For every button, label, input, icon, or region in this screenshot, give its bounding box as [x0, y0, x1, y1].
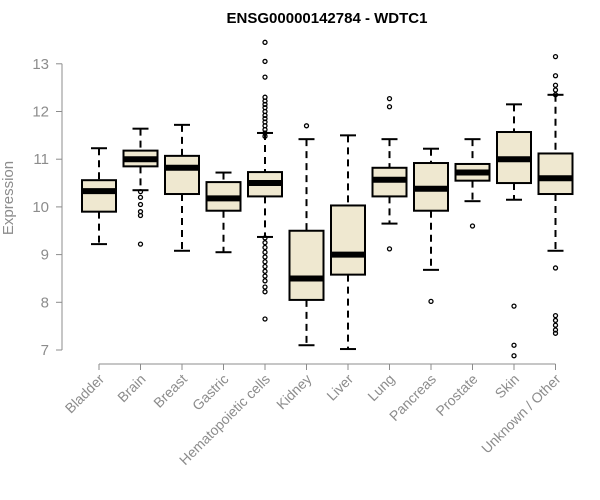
box-hematopoietic-cells — [247, 39, 283, 322]
outlier-point — [262, 58, 268, 65]
outlier-point — [428, 298, 434, 304]
iqr-box — [537, 152, 574, 196]
outlier-point — [137, 188, 144, 195]
outlier-point — [262, 130, 268, 136]
x-tick-label: Lung — [364, 371, 397, 404]
outlier-point — [303, 123, 310, 129]
outlier-point — [262, 263, 268, 270]
y-tick-label: 11 — [33, 151, 49, 168]
y-tick-label: 12 — [32, 104, 49, 121]
x-tick-label: Unknown / Other — [478, 371, 564, 457]
box-kidney — [288, 123, 325, 347]
outlier-point — [262, 116, 268, 122]
box-gastric — [205, 171, 242, 254]
outlier-point — [469, 223, 476, 229]
outlier-point — [262, 235, 268, 241]
outlier-point — [262, 289, 268, 295]
y-tick-label: 9 — [41, 247, 49, 264]
outlier-point — [262, 249, 268, 255]
iqr-box — [81, 179, 117, 213]
chart-title: ENSG00000142784 - WDTC1 — [227, 10, 428, 27]
outlier-point — [137, 212, 144, 219]
outlier-point — [137, 194, 144, 201]
outlier-point — [386, 95, 393, 102]
y-tick-label: 13 — [32, 56, 49, 73]
outlier-point — [262, 284, 268, 290]
outlier-point — [137, 241, 144, 247]
outlier-point — [511, 342, 517, 348]
x-tick-label: Brain — [114, 371, 148, 405]
outlier-point — [262, 39, 268, 45]
y-tick-label: 10 — [32, 199, 49, 216]
box-breast — [164, 123, 200, 252]
outlier-point — [552, 53, 559, 60]
outlier-point — [552, 317, 559, 324]
box-skin — [496, 103, 532, 359]
outlier-point — [262, 126, 268, 133]
box-series — [81, 39, 574, 359]
outlier-point — [262, 244, 268, 251]
outlier-point — [552, 87, 559, 93]
outlier-point — [552, 322, 559, 328]
outlier-point — [386, 104, 393, 110]
outlier-point — [262, 259, 268, 265]
outlier-point — [262, 74, 268, 80]
outlier-point — [262, 98, 268, 104]
outlier-point — [511, 303, 517, 309]
outlier-point — [552, 327, 559, 333]
outlier-point — [262, 101, 268, 107]
outlier-point — [552, 92, 559, 98]
box-bladder — [81, 147, 117, 246]
outlier-point — [262, 133, 268, 139]
outlier-point — [386, 246, 393, 252]
iqr-box — [330, 204, 366, 276]
x-tick-label: Breast — [150, 371, 190, 411]
box-unknown-other — [537, 53, 574, 336]
outlier-point — [552, 330, 559, 336]
iqr-box — [164, 154, 200, 196]
x-tick-label: Kidney — [273, 371, 315, 413]
outlier-point — [552, 313, 559, 319]
y-axis-label: Expression — [0, 161, 17, 235]
box-brain — [122, 127, 159, 247]
y-axis: 7 8 9 10 11 12 13 — [32, 56, 63, 359]
y-tick-label: 8 — [41, 294, 49, 311]
outlier-point — [262, 268, 268, 274]
iqr-box — [288, 229, 325, 301]
x-tick-label: Skin — [492, 371, 523, 402]
box-pancreas — [413, 147, 449, 304]
box-lung — [371, 95, 408, 252]
x-tick-label: Prostate — [432, 371, 480, 419]
outlier-point — [262, 316, 268, 322]
box-liver — [330, 134, 366, 351]
outlier-point — [262, 112, 268, 118]
outlier-point — [262, 273, 268, 279]
y-tick-label: 7 — [41, 342, 49, 359]
x-tick-label: Bladder — [62, 371, 108, 417]
outlier-point — [552, 265, 559, 271]
outlier-point — [262, 240, 268, 246]
x-tick-label: Liver — [323, 371, 356, 404]
outlier-point — [262, 278, 268, 284]
outlier-point — [511, 353, 517, 359]
outlier-point — [552, 82, 559, 88]
box-prostate — [454, 138, 491, 229]
outlier-point — [262, 254, 268, 260]
outlier-point — [137, 201, 144, 208]
outlier-point — [552, 73, 559, 79]
